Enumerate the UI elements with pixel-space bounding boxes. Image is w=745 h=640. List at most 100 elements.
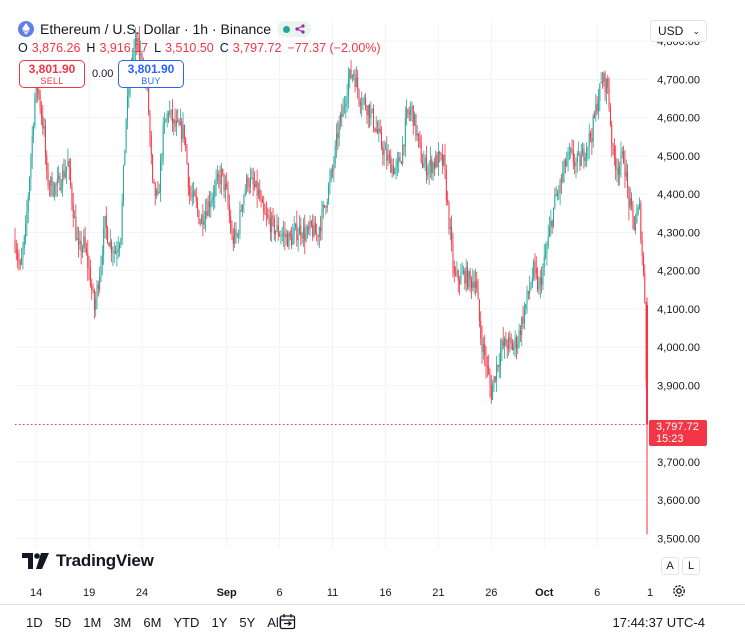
auto-scale-button[interactable]: A — [661, 557, 679, 575]
candle-body — [309, 221, 311, 229]
candle-body — [478, 299, 480, 321]
candle-body — [490, 384, 492, 400]
candle-body — [85, 248, 87, 253]
candle-body — [539, 277, 541, 286]
timezone-clock[interactable]: 17:44:37 UTC-4 — [612, 615, 706, 630]
candle-body — [59, 175, 61, 191]
last-price-value: 3,797.72 — [656, 421, 699, 433]
currency-label: USD — [658, 24, 684, 38]
candle-body — [563, 160, 565, 173]
candle-body — [472, 281, 474, 288]
candle-body — [218, 174, 220, 177]
candle-body — [17, 253, 19, 259]
gear-icon[interactable] — [671, 583, 687, 599]
candle-body — [267, 215, 269, 217]
buy-button[interactable]: 3,801.90 BUY — [118, 60, 184, 88]
candle-body — [369, 105, 371, 118]
range-1d-button[interactable]: 1D — [26, 615, 43, 630]
candle-body — [436, 155, 438, 167]
candle-body — [580, 156, 582, 167]
candle-body — [619, 165, 621, 175]
sell-button[interactable]: 3,801.90 SELL — [19, 60, 85, 88]
candle-body — [235, 229, 237, 236]
candle-body — [117, 248, 119, 252]
candle-body — [115, 251, 117, 254]
candle-body — [97, 284, 99, 290]
candle-body — [505, 338, 507, 346]
range-3m-button[interactable]: 3M — [113, 615, 132, 630]
ethereum-icon — [18, 21, 34, 37]
candle-body — [25, 224, 27, 237]
candle-body — [526, 291, 528, 304]
symbol-title[interactable]: Ethereum / U.S. Dollar · 1h · Binance — [40, 21, 272, 37]
candle-body — [74, 216, 76, 219]
tradingview-logo[interactable]: TradingView — [22, 551, 154, 571]
candle-body — [243, 195, 245, 205]
share-icon — [295, 24, 305, 34]
candle-body — [596, 104, 598, 112]
market-status-badge[interactable] — [277, 21, 312, 37]
candle-body — [508, 337, 510, 349]
candle-body — [497, 365, 499, 368]
candle-body — [513, 345, 515, 351]
candle-body — [555, 194, 557, 197]
candle-body — [40, 108, 42, 118]
candle-body — [238, 233, 240, 235]
candle-body — [300, 225, 302, 236]
candle-body — [583, 148, 585, 161]
range-1m-button[interactable]: 1M — [83, 615, 102, 630]
range-ytd-button[interactable]: YTD — [173, 615, 200, 630]
calendar-icon[interactable] — [279, 613, 296, 630]
candle-body — [96, 284, 98, 299]
candle-body — [639, 203, 641, 208]
candle-body — [29, 178, 31, 197]
candle-body — [76, 238, 78, 240]
candle-body — [187, 163, 189, 188]
x-tick-label: 6 — [277, 587, 283, 599]
candle-body — [199, 223, 201, 225]
candle-body — [211, 198, 213, 203]
candle-body — [228, 204, 230, 217]
candle-body — [194, 191, 196, 197]
range-5y-button[interactable]: 5Y — [239, 615, 256, 630]
currency-select[interactable]: USD ⌄ — [650, 20, 707, 42]
candle-body — [403, 144, 405, 147]
candle-body — [137, 37, 139, 43]
candle-body — [554, 194, 556, 208]
candle-body — [198, 210, 200, 224]
candle-body — [453, 267, 455, 274]
candle-body — [375, 128, 377, 131]
candle-body — [22, 248, 24, 258]
candle-body — [587, 146, 589, 149]
candle-body — [345, 103, 347, 107]
range-all-button[interactable]: All — [267, 615, 282, 630]
candle-body — [439, 151, 441, 155]
candle-body — [255, 180, 257, 187]
range-1y-button[interactable]: 1Y — [211, 615, 228, 630]
candle-body — [474, 280, 476, 289]
candle-body — [84, 236, 86, 249]
candle-body — [584, 157, 586, 161]
range-6m-button[interactable]: 6M — [143, 615, 162, 630]
candle-body — [566, 160, 568, 166]
candle-body — [306, 226, 308, 234]
candle-body — [272, 215, 274, 219]
candle-body — [269, 218, 271, 232]
y-tick-label: 4,300.00 — [657, 227, 700, 239]
candle-body — [392, 165, 394, 174]
candle-body — [615, 157, 617, 170]
candle-body — [484, 343, 486, 356]
log-scale-button[interactable]: L — [682, 557, 700, 575]
candle-body — [248, 186, 250, 187]
range-5d-button[interactable]: 5D — [54, 615, 72, 630]
candle-body — [70, 167, 72, 186]
candle-body — [382, 146, 384, 155]
candle-body — [193, 191, 195, 196]
market-open-dot-icon — [283, 25, 291, 33]
candle-body — [380, 132, 382, 147]
candle-body — [640, 203, 642, 241]
candle-body — [625, 171, 627, 177]
candle-body — [58, 175, 60, 180]
candle-body — [240, 209, 242, 211]
